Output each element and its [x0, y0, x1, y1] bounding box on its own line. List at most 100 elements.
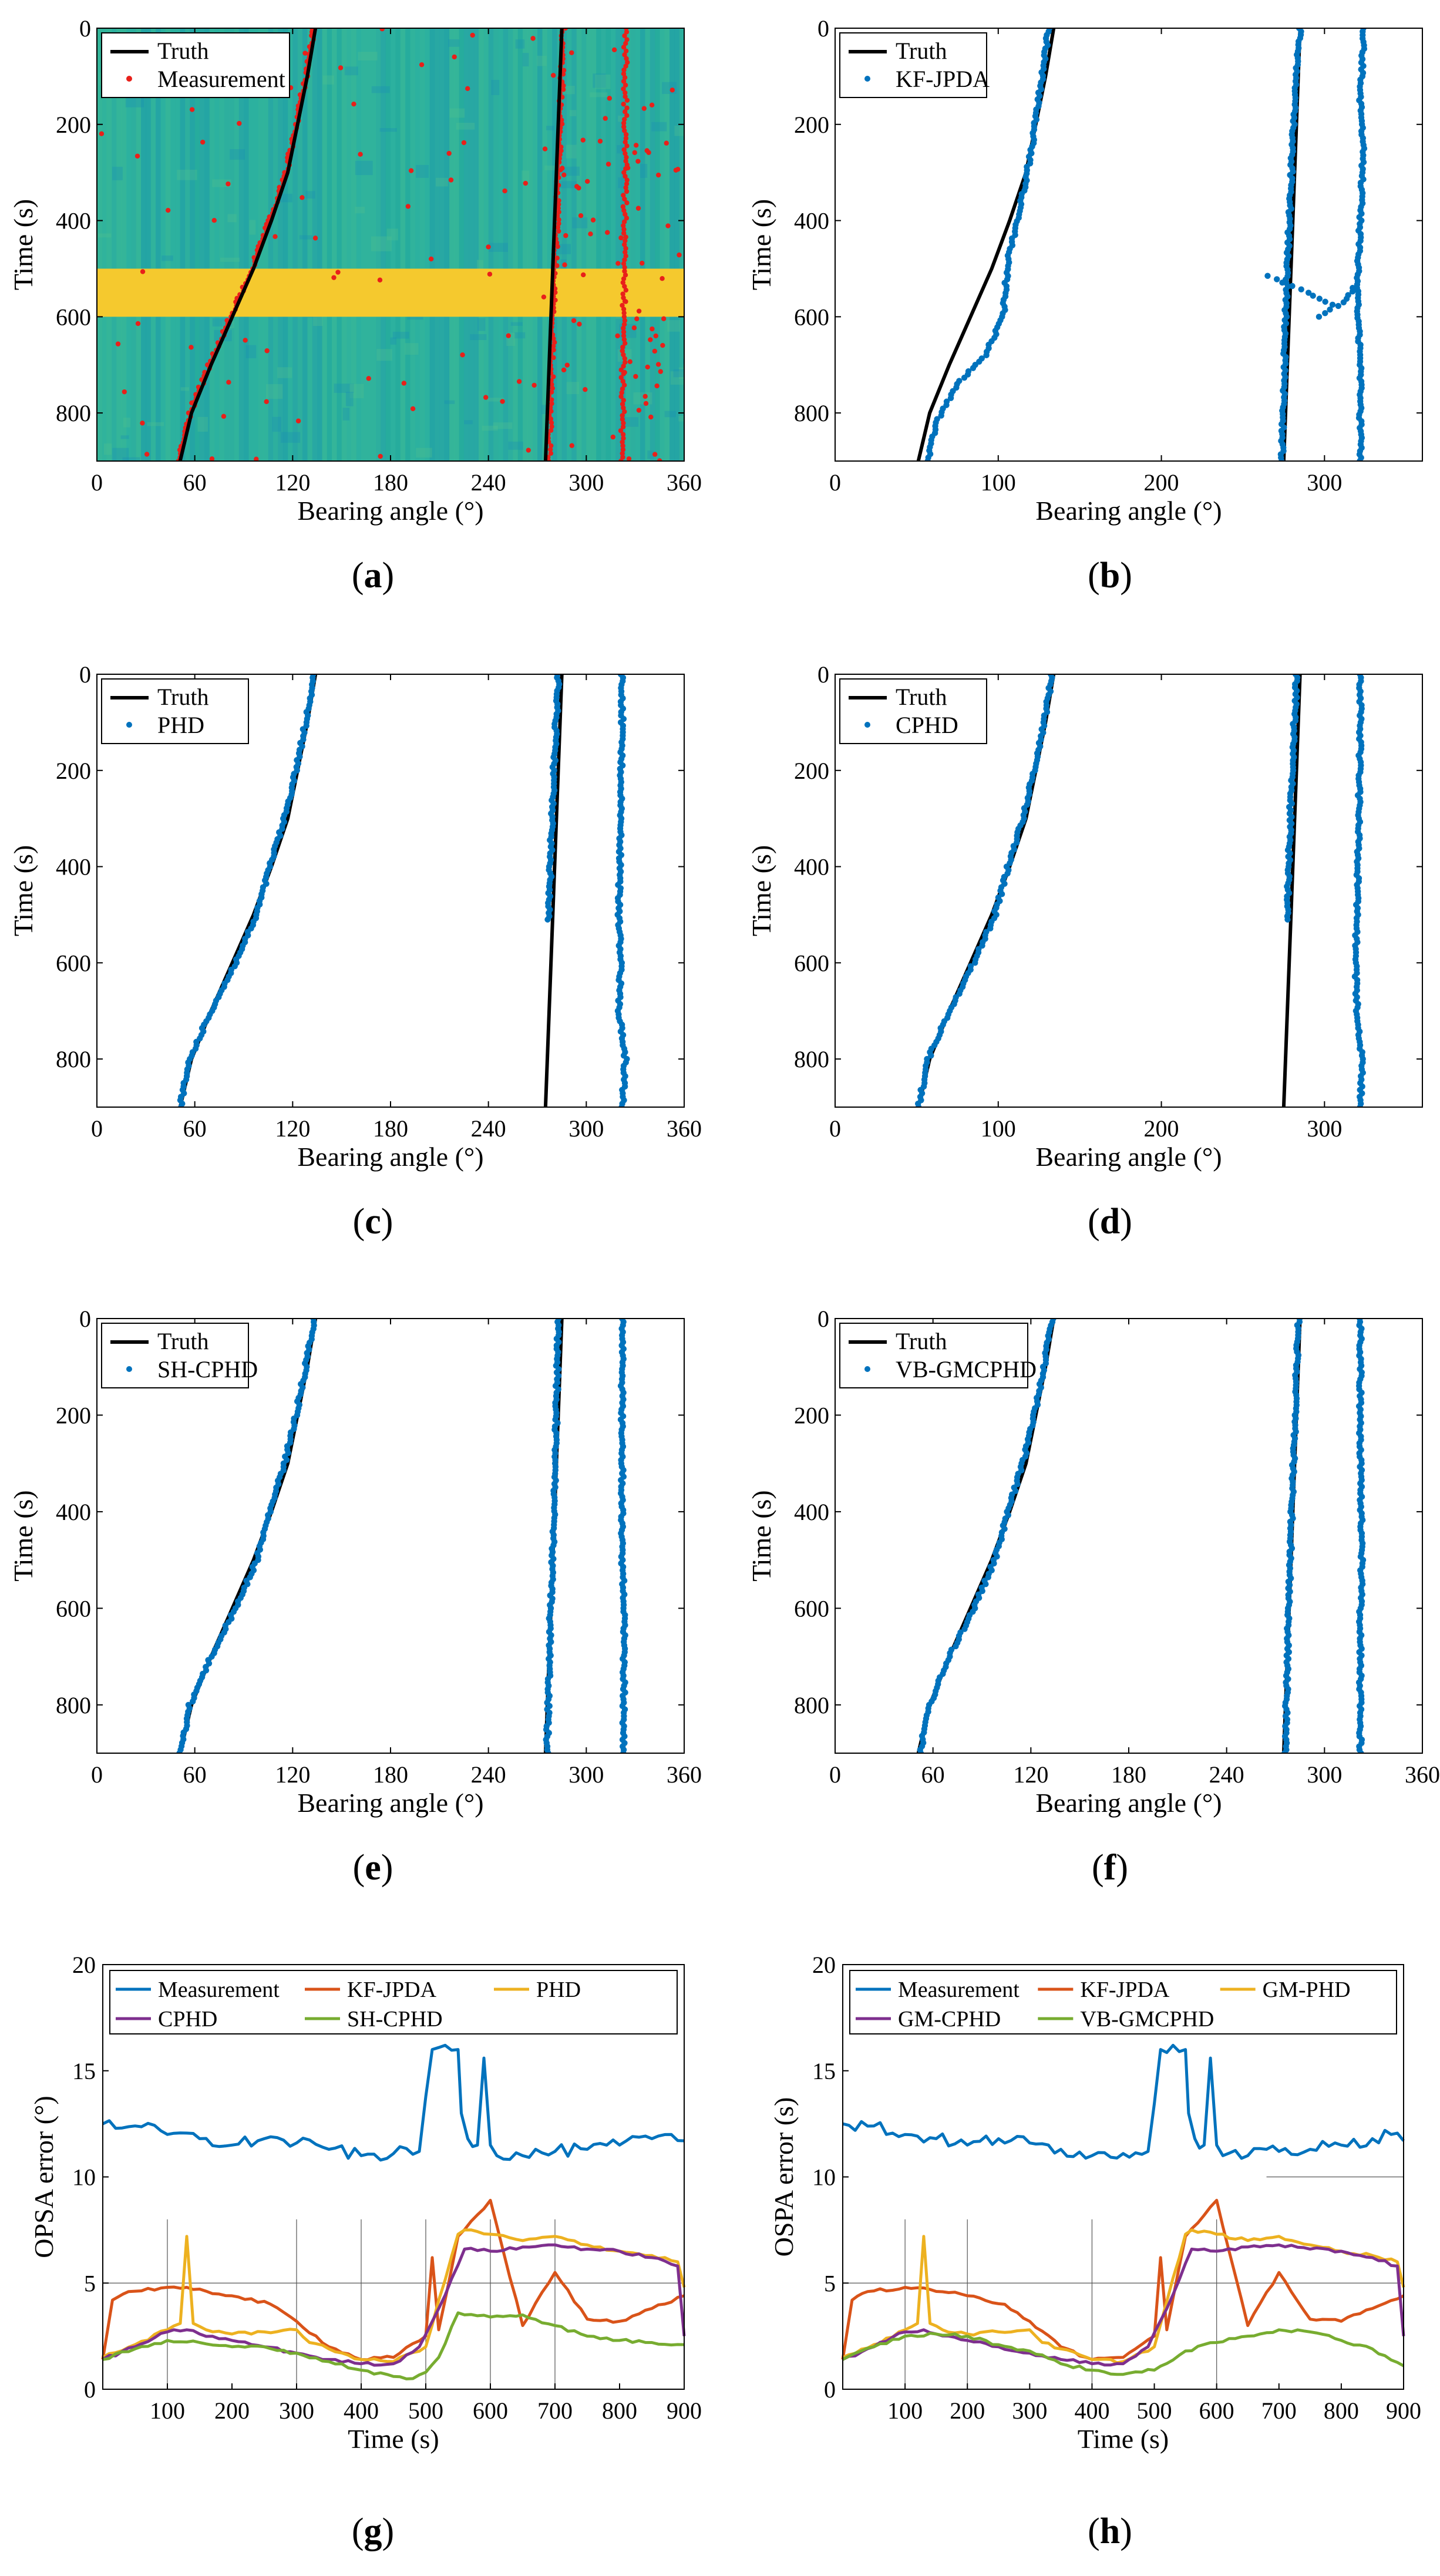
measurement-point: [516, 379, 522, 384]
measurement-point: [549, 382, 554, 387]
heatmap-column: [479, 28, 484, 461]
heatmap-patch: [493, 422, 513, 429]
estimate-point: [1357, 1319, 1363, 1322]
y-tick-label: 800: [794, 1046, 829, 1072]
x-tick-label: 300: [568, 469, 604, 496]
truth-line: [178, 28, 318, 461]
y-axis-label: OPSA error (°): [29, 2096, 59, 2258]
heatmap-column: [141, 28, 146, 461]
measurement-point: [622, 265, 627, 270]
y-tick-label: 800: [56, 400, 91, 426]
estimate-point: [1274, 276, 1280, 283]
x-tick-label: 200: [1144, 469, 1179, 496]
measurement-point: [531, 382, 537, 388]
heatmap-patch: [476, 260, 483, 270]
measurement-point: [264, 399, 269, 405]
measurement-point: [660, 342, 665, 348]
estimate-point: [1316, 295, 1323, 302]
measurement-point: [624, 113, 630, 118]
measurement-point: [621, 352, 626, 358]
measurement-point: [351, 101, 356, 107]
measurement-point: [631, 325, 637, 331]
legend-label: Truth: [896, 38, 947, 64]
measurement-point: [556, 198, 561, 203]
x-tick-label: 0: [91, 1115, 103, 1142]
y-tick-label: 800: [794, 400, 829, 426]
measurement-point: [556, 217, 561, 223]
measurement-point: [623, 159, 628, 164]
measurement-point: [563, 28, 568, 31]
measurement-point: [623, 173, 628, 179]
x-tick-label: 120: [275, 469, 310, 496]
estimate-point: [1264, 273, 1271, 279]
y-axis-label: OSPA error (s): [769, 2097, 799, 2257]
x-tick-label: 240: [471, 1115, 506, 1142]
measurement-point: [623, 253, 628, 259]
plot-area: [97, 28, 684, 461]
x-axis-label: Bearing angle (°): [297, 496, 483, 526]
heatmap-column: [410, 28, 416, 461]
x-tick-label: 900: [1386, 2397, 1421, 2424]
heatmap-column: [371, 28, 376, 461]
heatmap-column: [635, 28, 641, 461]
measurement-point: [621, 120, 627, 126]
measurement-point: [461, 140, 467, 146]
heatmap-column: [576, 28, 582, 461]
estimate-point: [1296, 1319, 1303, 1322]
measurement-point: [358, 152, 363, 157]
heatmap-column: [650, 28, 655, 461]
measurement-point: [561, 172, 567, 178]
x-tick-label: 240: [471, 469, 506, 496]
x-tick-label: 400: [1074, 2397, 1109, 2424]
measurement-point: [620, 344, 625, 350]
y-tick-label: 600: [794, 1595, 829, 1622]
x-axis-label: Bearing angle (°): [1035, 1788, 1222, 1818]
measurement-point: [623, 185, 628, 190]
heatmap-column: [131, 28, 137, 461]
measurement-point: [561, 68, 567, 73]
measurement-point: [620, 280, 626, 285]
x-tick-label: 300: [279, 2397, 314, 2424]
x-tick-label: 700: [1261, 2397, 1297, 2424]
panel-b: 0 100 200 300 0 200 400 600 800 Bearing angle (°)…: [746, 15, 1423, 596]
heatmap-column: [204, 28, 210, 461]
measurement-point: [115, 341, 121, 347]
x-tick-label: 60: [183, 1761, 207, 1788]
heatmap-column: [586, 28, 592, 461]
measurement-point: [618, 367, 624, 373]
measurement-point: [615, 261, 621, 266]
measurement-point: [621, 219, 627, 224]
estimate-point: [185, 1701, 192, 1708]
heatmap-patch: [477, 318, 486, 331]
legend-box: [101, 1323, 249, 1388]
measurement-point: [523, 180, 529, 186]
measurement-point: [624, 177, 630, 183]
measurement-point: [559, 121, 565, 127]
y-tick-label: 800: [56, 1046, 91, 1072]
measurement-point: [264, 221, 269, 227]
measurement-point: [189, 107, 195, 112]
measurement-point: [635, 159, 641, 164]
measurement-point: [547, 447, 553, 452]
x-tick-label: 200: [950, 2397, 985, 2424]
legend-box: [839, 678, 987, 744]
estimate-point: [948, 1646, 955, 1653]
measurement-point: [625, 59, 630, 65]
measurement-point: [465, 86, 470, 92]
heatmap-column: [571, 28, 577, 461]
heatmap-patch: [569, 110, 577, 116]
legend-label: Measurement: [158, 1978, 280, 2002]
heatmap-column: [420, 28, 425, 461]
heatmap-column: [126, 28, 132, 461]
heatmap-patch: [456, 122, 475, 130]
measurement-point: [621, 276, 627, 281]
measurement-point: [272, 234, 278, 240]
measurement-point: [622, 257, 627, 263]
estimate-point: [1048, 674, 1054, 678]
legend-marker-swatch: [126, 722, 132, 728]
heatmap-column: [508, 28, 513, 461]
measurement-point: [621, 337, 627, 342]
measurement-point: [620, 401, 625, 407]
series-line-kf-jpda: [841, 2198, 1405, 2361]
heatmap-column: [97, 28, 102, 461]
